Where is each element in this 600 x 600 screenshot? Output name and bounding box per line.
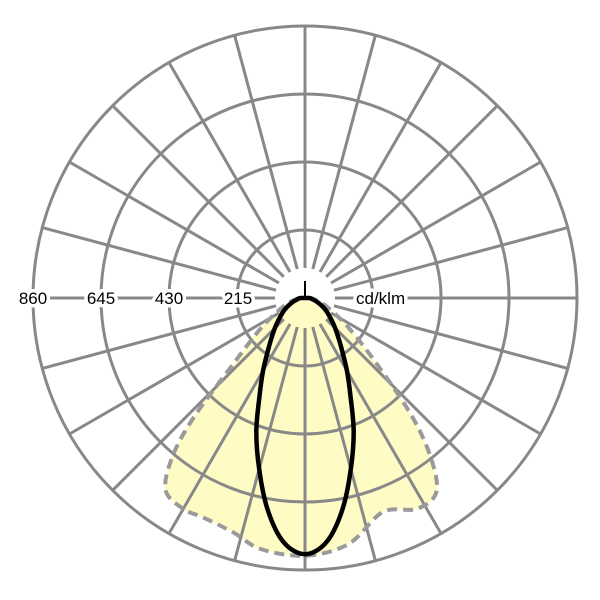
grid-spoke xyxy=(330,160,542,285)
radial-tick-label: 645 xyxy=(87,289,115,308)
grid-spoke xyxy=(333,226,569,292)
grid-spoke xyxy=(111,318,285,492)
unit-label: cd/klm xyxy=(356,289,405,308)
grid-spoke xyxy=(68,311,280,436)
radial-tick-label: 215 xyxy=(224,289,252,308)
grid-spoke xyxy=(333,304,569,370)
grid-spoke xyxy=(41,304,277,370)
grid-spoke xyxy=(68,160,280,285)
grid-spoke xyxy=(233,34,299,270)
radial-tick-label: 430 xyxy=(155,289,183,308)
grid-spoke xyxy=(318,61,443,273)
grid-spoke xyxy=(233,326,299,562)
radial-tick-label: 860 xyxy=(19,289,47,308)
grid-spoke xyxy=(325,104,499,278)
grid-spoke xyxy=(311,326,377,562)
grid-spoke xyxy=(318,323,443,535)
grid-spoke xyxy=(311,34,377,270)
solid-intensity-curve xyxy=(254,295,356,557)
grid-spoke xyxy=(167,323,292,535)
grid-spoke xyxy=(111,104,285,278)
grid-spoke xyxy=(330,311,542,436)
grid-spoke xyxy=(41,226,277,292)
grid-spoke xyxy=(325,318,499,492)
grid-spoke xyxy=(167,61,292,273)
